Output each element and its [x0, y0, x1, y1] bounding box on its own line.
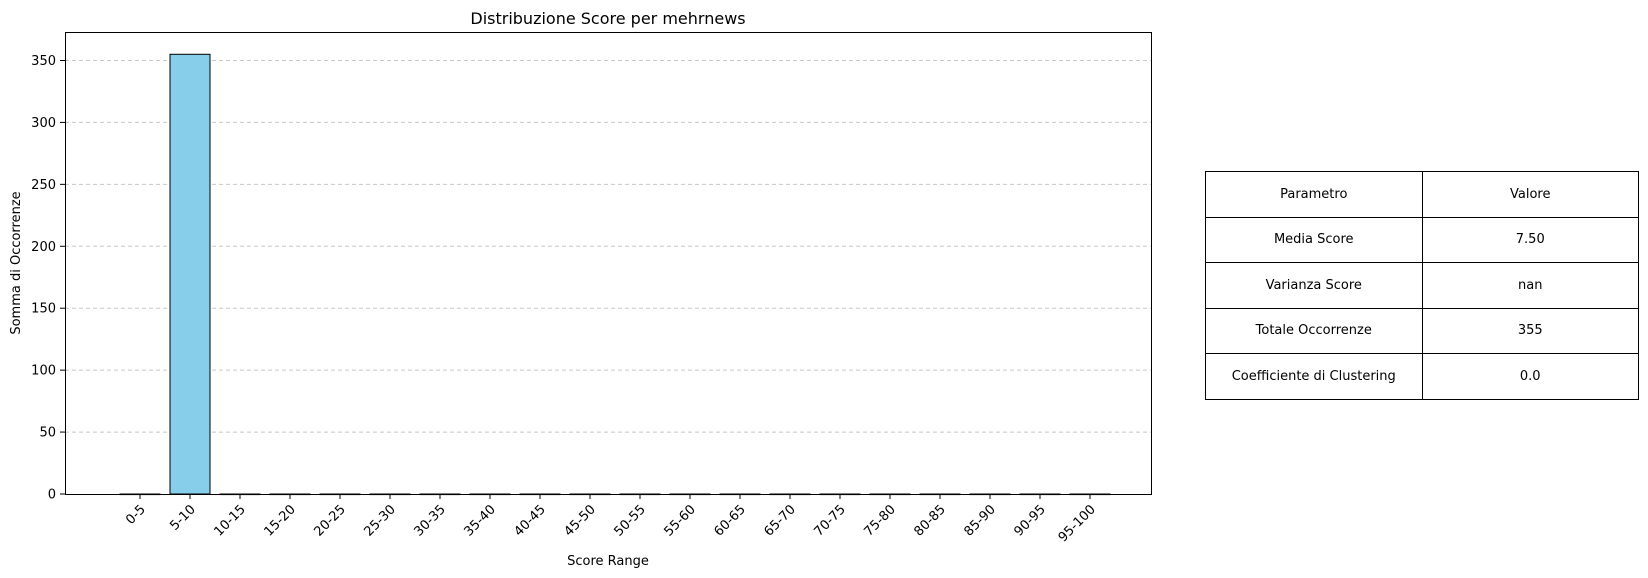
x-tick-label: 90-95 [1012, 502, 1049, 539]
bars [119, 53, 1111, 496]
chart-title: Distribuzione Score per mehrnews [470, 9, 745, 28]
table-cell-parameter: Media Score [1205, 216, 1423, 263]
table-cell-parameter: Coefficiente di Clustering [1205, 353, 1423, 400]
table-cell-parameter: Totale Occorrenze [1205, 307, 1423, 354]
table-cell-value: nan [1421, 262, 1639, 309]
x-tick-label: 30-35 [412, 502, 449, 539]
y-tick-label: 350 [31, 54, 56, 69]
x-tick-label: 85-90 [962, 502, 999, 539]
table-cell-value: 0.0 [1421, 353, 1639, 400]
y-tick-label: 150 [31, 302, 56, 317]
y-tick-label: 0 [48, 488, 56, 503]
x-tick-label: 95-100 [1056, 502, 1099, 545]
y-axis-label: Somma di Occorrenze [9, 191, 24, 334]
y-tick-label: 50 [39, 426, 56, 441]
table-cell-parameter: Varianza Score [1205, 262, 1423, 309]
x-tick-label: 80-85 [912, 502, 949, 539]
x-tick-label: 65-70 [762, 502, 799, 539]
x-tick-label: 25-30 [362, 502, 399, 539]
y-tick-label: 300 [31, 116, 56, 131]
table-row: Totale Occorrenze 355 [1205, 307, 1639, 354]
x-axis-label: Score Range [567, 554, 649, 569]
x-tick-label: 75-80 [862, 502, 899, 539]
x-tick-label: 15-20 [262, 502, 299, 539]
x-tick-label: 0-5 [123, 502, 149, 528]
x-tick-label: 10-15 [212, 502, 249, 539]
bar-5-10 [169, 53, 211, 495]
grid-lines [65, 59, 1151, 433]
x-tick-label: 20-25 [312, 502, 349, 539]
table-row: Media Score 7.50 [1205, 216, 1639, 263]
x-axis-ticks: 0-5 5-10 10-15 15-20 20-25 25-30 30-35 35-40 40-… [123, 494, 1099, 545]
stats-table: Parametro Valore Media Score 7.50 Varianza S… [1205, 171, 1639, 400]
plot-frame [65, 32, 1152, 495]
x-tick-label: 45-50 [562, 502, 599, 539]
x-tick-label: 35-40 [462, 502, 499, 539]
table-cell-parameter: Parametro [1205, 171, 1423, 218]
y-tick-label: 100 [31, 364, 56, 379]
table-cell-value: 7.50 [1421, 216, 1639, 263]
x-tick-label: 55-60 [662, 502, 699, 539]
x-tick-label: 60-65 [712, 502, 749, 539]
table-row: Varianza Score nan [1205, 262, 1639, 309]
x-tick-label: 40-45 [512, 502, 549, 539]
table-row: Coefficiente di Clustering 0.0 [1205, 353, 1639, 400]
table-cell-value: Valore [1421, 171, 1639, 218]
x-tick-label: 70-75 [812, 502, 849, 539]
table-cell-value: 355 [1421, 307, 1639, 354]
y-tick-label: 200 [31, 240, 56, 255]
table-header-row: Parametro Valore [1205, 171, 1639, 218]
x-tick-label: 5-10 [167, 502, 198, 533]
y-tick-label: 250 [31, 178, 56, 193]
x-tick-label: 50-55 [612, 502, 649, 539]
y-axis-ticks: 0 50 100 150 200 250 300 350 [31, 54, 65, 503]
